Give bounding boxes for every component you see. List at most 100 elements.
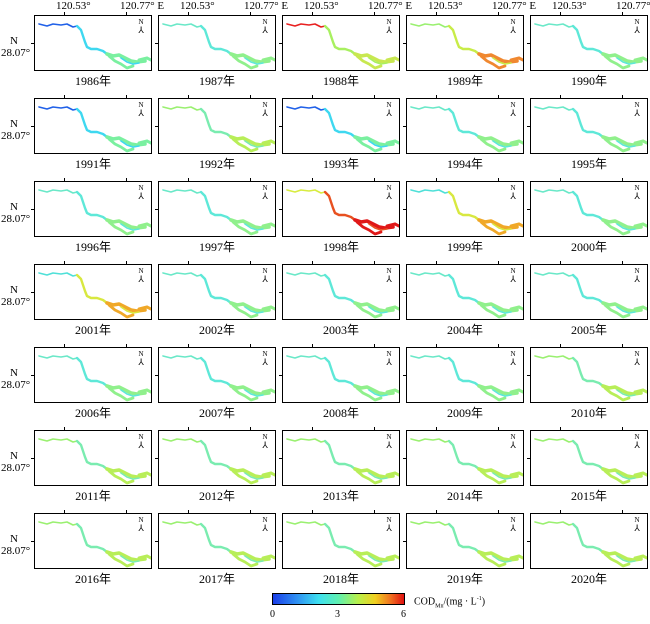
lat-tick bbox=[403, 43, 406, 44]
river-map bbox=[410, 189, 523, 236]
lon-tick bbox=[436, 12, 437, 15]
lat-label: 28.07° bbox=[1, 130, 31, 142]
year-label: 2018年 bbox=[322, 572, 359, 586]
lon-tick bbox=[622, 344, 623, 347]
lon-label: 120.53° bbox=[304, 0, 339, 12]
colorbar-max-label: 6 bbox=[401, 609, 406, 620]
north-arrow-icon: N ⅄ bbox=[510, 18, 516, 35]
lon-tick bbox=[312, 510, 313, 513]
lon-tick bbox=[188, 427, 189, 430]
lon-tick bbox=[312, 344, 313, 347]
map-panel: N ⅄ bbox=[158, 15, 276, 71]
lon-tick bbox=[374, 12, 375, 15]
lat-tick bbox=[279, 209, 282, 210]
map-panel: N ⅄ bbox=[406, 181, 524, 237]
map-panel: N ⅄ bbox=[158, 181, 276, 237]
lon-tick bbox=[250, 95, 251, 98]
lat-direction: N bbox=[10, 450, 18, 462]
north-arrow-icon: N ⅄ bbox=[510, 433, 516, 450]
year-label: 2006年 bbox=[74, 406, 111, 420]
lat-tick bbox=[527, 209, 530, 210]
lon-tick bbox=[188, 95, 189, 98]
lon-tick bbox=[126, 427, 127, 430]
lat-tick bbox=[31, 458, 34, 459]
year-label: 2019年 bbox=[446, 572, 483, 586]
river-map bbox=[162, 272, 275, 319]
north-arrow-icon: N ⅄ bbox=[138, 350, 144, 367]
year-label: 1986年 bbox=[74, 74, 111, 88]
north-arrow-icon: N ⅄ bbox=[386, 101, 392, 118]
year-label: 1989年 bbox=[446, 74, 483, 88]
map-panel: N ⅄ bbox=[158, 513, 276, 569]
lat-label: 28.07° bbox=[1, 379, 31, 391]
river-map bbox=[38, 106, 151, 153]
lon-tick bbox=[188, 344, 189, 347]
river-map bbox=[410, 106, 523, 153]
lon-label: 120.53° bbox=[56, 0, 91, 12]
lat-tick bbox=[31, 209, 34, 210]
north-arrow-icon: N ⅄ bbox=[634, 516, 640, 533]
lat-tick bbox=[155, 292, 158, 293]
lon-tick bbox=[622, 427, 623, 430]
map-panel: N ⅄ bbox=[282, 181, 400, 237]
river-map bbox=[38, 23, 151, 70]
north-arrow-icon: N ⅄ bbox=[262, 433, 268, 450]
lat-tick bbox=[155, 43, 158, 44]
year-label: 1990年 bbox=[570, 74, 607, 88]
lon-tick bbox=[622, 178, 623, 181]
lon-tick bbox=[560, 12, 561, 15]
lon-tick bbox=[126, 12, 127, 15]
lon-label: 120.53° bbox=[180, 0, 215, 12]
year-label: 2012年 bbox=[198, 489, 235, 503]
lon-tick bbox=[436, 510, 437, 513]
lat-direction: N bbox=[10, 118, 18, 130]
lon-tick bbox=[374, 510, 375, 513]
lon-tick bbox=[498, 510, 499, 513]
lat-label: 28.07° bbox=[1, 296, 31, 308]
map-panel: N ⅄ bbox=[406, 98, 524, 154]
year-label: 2011年 bbox=[75, 489, 111, 503]
lon-tick bbox=[312, 178, 313, 181]
colorbar-min-label: 0 bbox=[270, 609, 275, 620]
north-arrow-icon: N ⅄ bbox=[386, 350, 392, 367]
river-map bbox=[38, 355, 151, 402]
map-panel: N ⅄ bbox=[530, 264, 648, 320]
year-label: 1995年 bbox=[570, 157, 607, 171]
map-panel: N ⅄ bbox=[282, 264, 400, 320]
lon-tick bbox=[560, 95, 561, 98]
lon-tick bbox=[498, 427, 499, 430]
year-label: 1997年 bbox=[198, 240, 235, 254]
lon-label: 120.77° E bbox=[492, 0, 537, 12]
lon-tick bbox=[498, 178, 499, 181]
lat-direction: N bbox=[10, 35, 18, 47]
year-label: 1991年 bbox=[74, 157, 111, 171]
map-panel: N ⅄ bbox=[530, 430, 648, 486]
lon-tick bbox=[64, 95, 65, 98]
north-arrow-icon: N ⅄ bbox=[386, 267, 392, 284]
map-panel: N ⅄ bbox=[158, 98, 276, 154]
year-label: 2008年 bbox=[322, 406, 359, 420]
lon-tick bbox=[188, 261, 189, 264]
river-map bbox=[410, 23, 523, 70]
lon-label: 120.53° bbox=[552, 0, 587, 12]
north-arrow-icon: N ⅄ bbox=[634, 101, 640, 118]
lon-tick bbox=[188, 178, 189, 181]
colorbar-title: CODMn/(mg · L-1) bbox=[414, 596, 486, 610]
map-panel: N ⅄ bbox=[158, 347, 276, 403]
year-label: 2007年 bbox=[198, 406, 235, 420]
map-panel: N ⅄ bbox=[34, 181, 152, 237]
river-map bbox=[286, 23, 399, 70]
map-panel: N ⅄ bbox=[158, 264, 276, 320]
year-label: 2001年 bbox=[74, 323, 111, 337]
lon-tick bbox=[64, 344, 65, 347]
north-arrow-icon: N ⅄ bbox=[138, 433, 144, 450]
lon-tick bbox=[436, 344, 437, 347]
year-label: 2000年 bbox=[570, 240, 607, 254]
lon-tick bbox=[374, 427, 375, 430]
map-panel: N ⅄ bbox=[34, 98, 152, 154]
map-panel: N ⅄ bbox=[406, 513, 524, 569]
lat-tick bbox=[279, 541, 282, 542]
river-map bbox=[410, 438, 523, 485]
year-label: 1998年 bbox=[322, 240, 359, 254]
lon-tick bbox=[126, 510, 127, 513]
